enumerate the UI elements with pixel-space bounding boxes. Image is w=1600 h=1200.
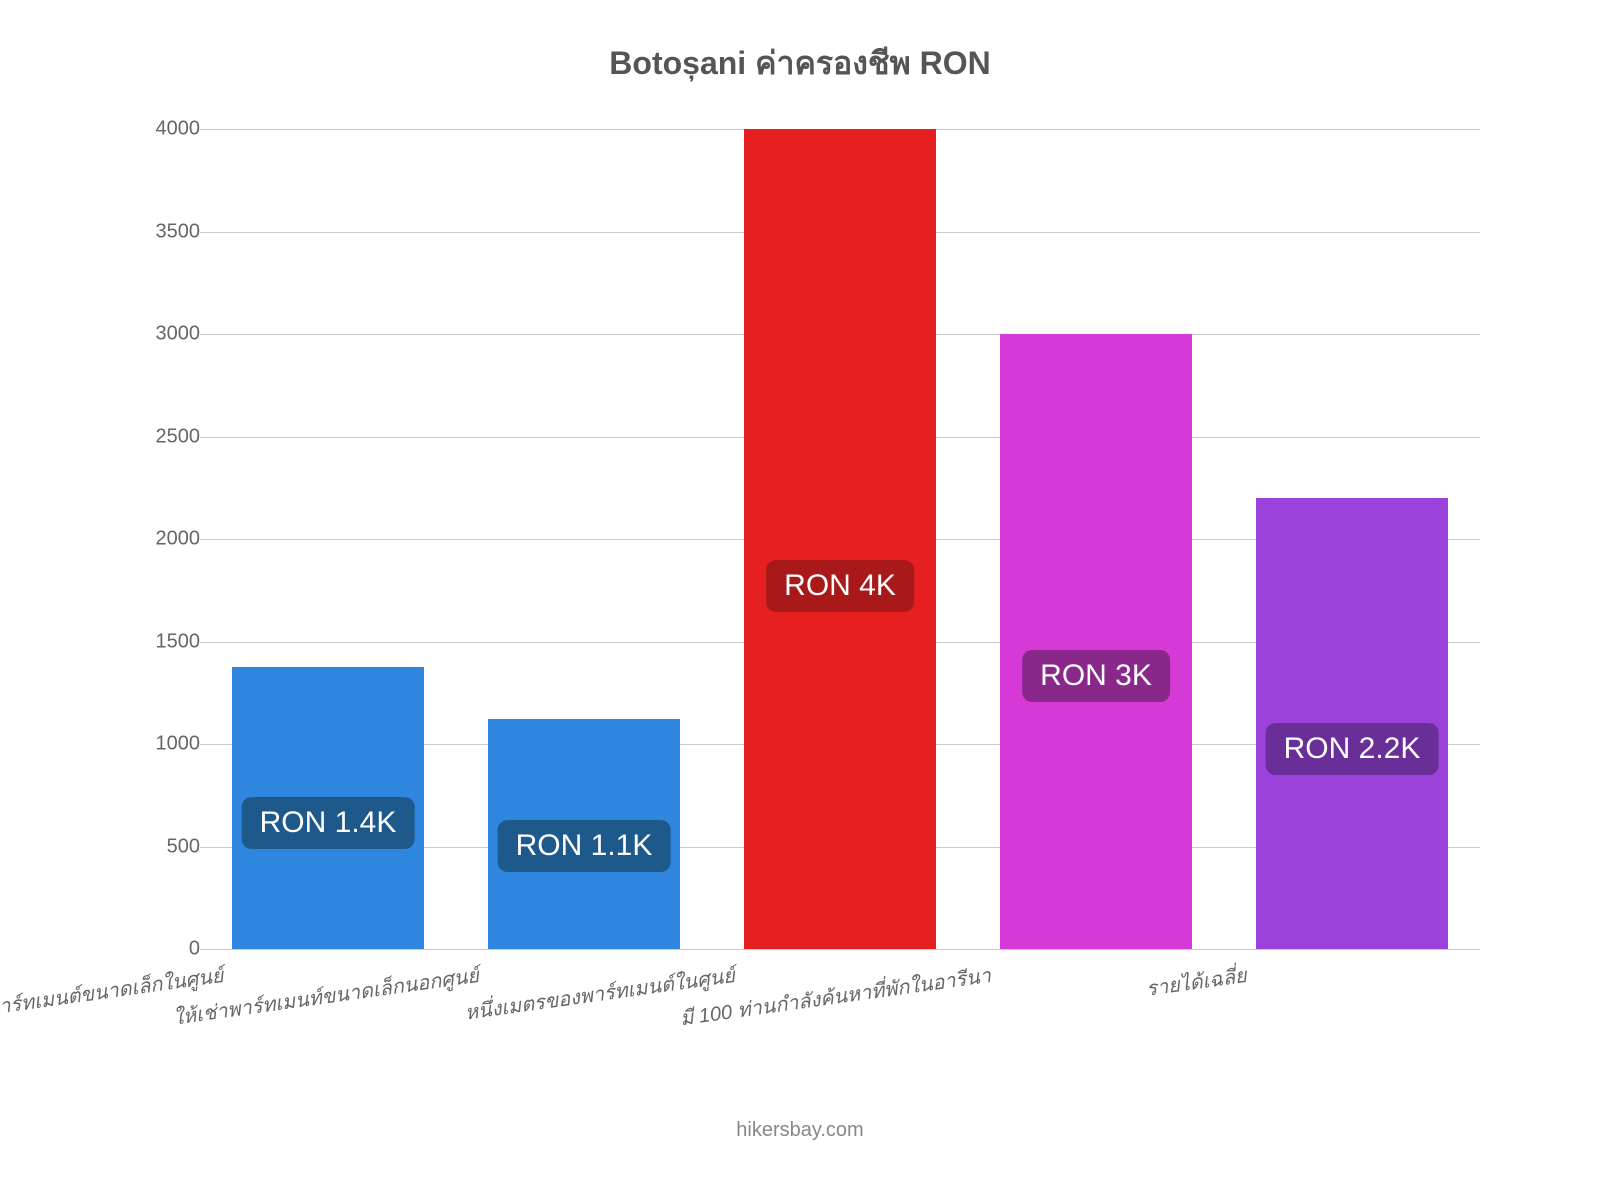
ytick-label: 0 [120,938,200,961]
chart-wrap: RON 1.4K RON 1.1K RON 4K RON 3K RON 2.2K 0 50… [100,109,1500,1029]
ytick-label: 3000 [120,323,200,346]
ytick-label: 2500 [120,425,200,448]
ytick-label: 3500 [120,220,200,243]
bar: RON 4K [744,129,936,949]
chart-title: Botoșani ค่าครองชีพ RON [609,38,990,89]
bar: RON 1.1K [488,719,680,949]
bar: RON 2.2K [1256,498,1448,949]
bar: RON 1.4K [232,667,424,949]
ytick-label: 4000 [120,118,200,141]
ytick-label: 2000 [120,528,200,551]
value-label: RON 4K [766,560,914,612]
value-label: RON 2.2K [1266,723,1439,775]
value-label: RON 3K [1022,650,1170,702]
value-label: RON 1.1K [498,820,671,872]
plot-area: RON 1.4K RON 1.1K RON 4K RON 3K RON 2.2K [200,129,1480,949]
attribution: hikersbay.com [736,1119,863,1142]
xtick-label: รายได้เฉลี่ย [1144,959,1249,1005]
ytick-label: 500 [120,835,200,858]
value-label: RON 1.4K [242,797,415,849]
bar: RON 3K [1000,334,1192,949]
gridline [200,949,1480,950]
ytick-label: 1000 [120,733,200,756]
ytick-label: 1500 [120,630,200,653]
